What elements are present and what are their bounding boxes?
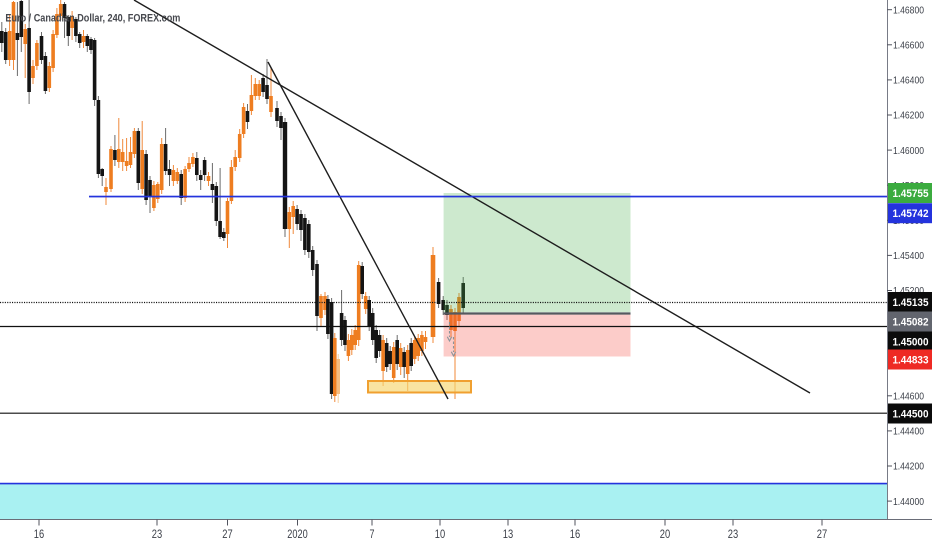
svg-text:13: 13 [503, 527, 514, 541]
svg-text:1.46000: 1.46000 [893, 145, 924, 157]
svg-text:16: 16 [34, 527, 45, 541]
svg-text:1.45755: 1.45755 [893, 188, 929, 200]
svg-text:1.45135: 1.45135 [893, 297, 929, 309]
svg-text:2020: 2020 [287, 527, 308, 541]
svg-text:1.46800: 1.46800 [893, 4, 924, 16]
svg-text:27: 27 [222, 527, 233, 541]
svg-text:1.45082: 1.45082 [893, 317, 929, 329]
svg-text:1.44600: 1.44600 [893, 391, 924, 403]
svg-text:1.44000: 1.44000 [893, 496, 924, 508]
svg-text:1.44833: 1.44833 [893, 355, 929, 367]
svg-text:10: 10 [435, 527, 446, 541]
svg-text:7: 7 [370, 527, 375, 541]
svg-text:1.44400: 1.44400 [893, 426, 924, 438]
svg-text:1.46200: 1.46200 [893, 110, 924, 122]
svg-text:1.46600: 1.46600 [893, 40, 924, 52]
svg-text:27: 27 [817, 527, 828, 541]
svg-text:23: 23 [728, 527, 739, 541]
svg-text:Euro / Canadian Dollar, 240, F: Euro / Canadian Dollar, 240, FOREX.com [5, 12, 180, 24]
svg-text:1.45742: 1.45742 [893, 208, 929, 220]
svg-text:1.46400: 1.46400 [893, 75, 924, 87]
svg-text:1.44200: 1.44200 [893, 461, 924, 473]
svg-text:16: 16 [570, 527, 581, 541]
svg-text:1.45000: 1.45000 [893, 337, 929, 349]
svg-text:1.45400: 1.45400 [893, 250, 924, 262]
svg-text:23: 23 [152, 527, 163, 541]
svg-text:1.44500: 1.44500 [893, 409, 929, 421]
svg-text:20: 20 [660, 527, 671, 541]
